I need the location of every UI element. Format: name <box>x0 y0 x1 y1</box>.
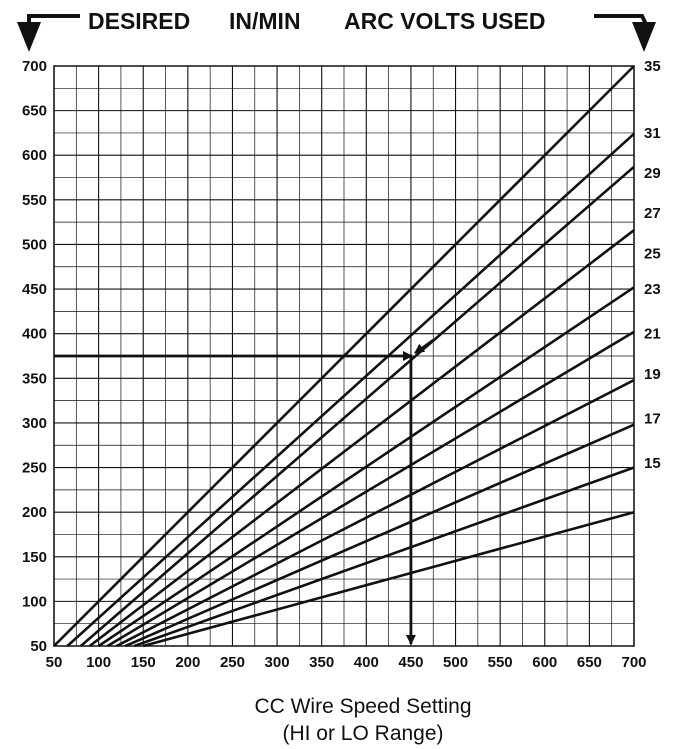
y-tick-label: 650 <box>22 103 47 120</box>
header-arc-volts-used: ARC VOLTS USED <box>344 8 545 34</box>
voltage-lines <box>53 65 635 648</box>
x-tick-label: 500 <box>443 654 468 671</box>
voltage-label: 17 <box>644 410 661 427</box>
header-banner: DESIRED IN/MIN ARC VOLTS USED <box>17 8 656 52</box>
x-tick-label: 400 <box>354 654 379 671</box>
voltage-line-17 <box>133 466 635 648</box>
y-tick-label: 150 <box>22 549 47 566</box>
voltage-label: 21 <box>644 326 661 343</box>
voltage-label: 19 <box>644 366 661 383</box>
voltage-line-25 <box>97 286 635 648</box>
x-axis-sublabel: (HI or LO Range) <box>282 722 443 745</box>
y-tick-label: 600 <box>22 147 47 164</box>
voltage-line-29 <box>79 165 635 647</box>
voltage-label: 27 <box>644 205 661 222</box>
y-tick-label: 400 <box>22 326 47 343</box>
y-tick-label: 200 <box>22 504 47 521</box>
voltage-line-19 <box>124 423 635 648</box>
x-tick-label: 350 <box>309 654 334 671</box>
y-tick-label: 300 <box>22 415 47 432</box>
x-tick-label: 550 <box>488 654 513 671</box>
example-diagonal-arrow-icon <box>414 339 434 354</box>
voltage-line-27 <box>88 229 635 648</box>
voltage-line-31 <box>66 132 635 647</box>
voltage-label: 35 <box>644 58 661 75</box>
x-tick-label: 50 <box>46 654 63 671</box>
y-tick-label: 450 <box>22 281 47 298</box>
x-tick-label: 650 <box>577 654 602 671</box>
y-tick-labels: 50 100 150 200 250 300 350 400 450 500 550 600 650 70… <box>22 58 47 655</box>
x-tick-label: 300 <box>265 654 290 671</box>
x-tick-label: 700 <box>621 654 646 671</box>
header-desired: DESIRED <box>88 8 190 34</box>
voltage-label: 31 <box>644 125 661 142</box>
x-tick-label: 250 <box>220 654 245 671</box>
header-left-arrow-line <box>27 14 80 24</box>
x-tick-label: 450 <box>398 654 423 671</box>
voltage-label: 15 <box>644 455 661 472</box>
x-tick-label: 600 <box>532 654 557 671</box>
x-tick-labels: 50 100 150 200 250 300 350 400 450 500 550 600 650 70… <box>46 654 647 671</box>
example-path <box>54 339 434 645</box>
voltage-line-15 <box>142 510 635 648</box>
x-tick-label: 200 <box>175 654 200 671</box>
y-tick-label: 100 <box>22 593 47 610</box>
header-in-min: IN/MIN <box>229 8 301 34</box>
voltage-label: 25 <box>644 245 661 262</box>
y-tick-label: 500 <box>22 236 47 253</box>
header-right-arrowhead-icon <box>632 22 656 52</box>
y-tick-label: 50 <box>30 638 47 655</box>
x-tick-label: 150 <box>131 654 156 671</box>
x-tick-label: 100 <box>86 654 111 671</box>
x-axis-label: CC Wire Speed Setting <box>254 695 471 718</box>
voltage-labels: 35 31 29 27 25 23 21 19 17 15 <box>644 58 661 472</box>
y-tick-label: 250 <box>22 460 47 477</box>
y-tick-label: 350 <box>22 370 47 387</box>
voltage-label: 23 <box>644 281 661 298</box>
y-tick-label: 700 <box>22 58 47 75</box>
voltage-line-21 <box>115 378 635 648</box>
header-left-arrowhead-icon <box>17 22 41 52</box>
y-tick-label: 550 <box>22 192 47 209</box>
header-right-arrow-line <box>594 14 648 25</box>
voltage-line-23 <box>106 330 635 648</box>
voltage-label: 29 <box>644 165 661 182</box>
